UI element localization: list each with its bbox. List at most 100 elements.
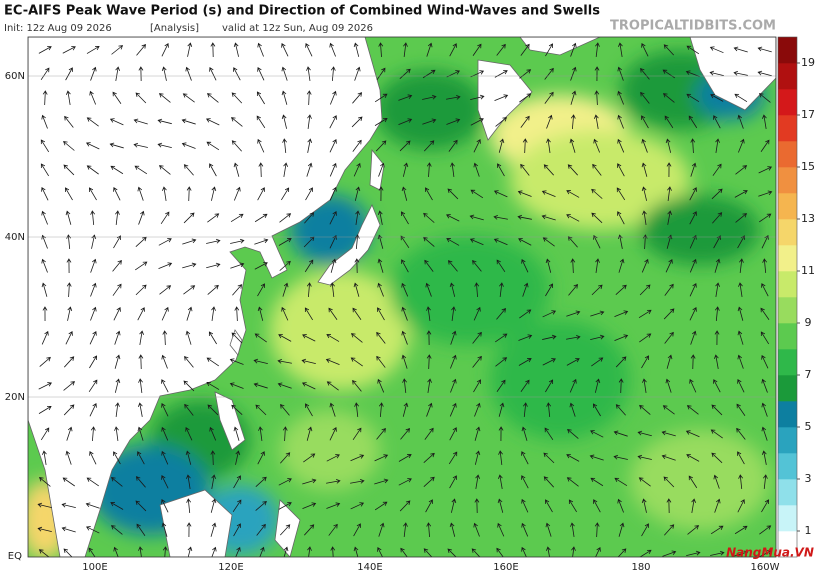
arrow (715, 282, 720, 297)
arrow (520, 379, 530, 392)
arrow (450, 498, 457, 513)
arrow (617, 114, 624, 129)
arrow (181, 118, 196, 125)
arrow (376, 67, 386, 81)
map-frame (27, 36, 777, 558)
arrow (661, 454, 676, 461)
arrow (517, 190, 532, 197)
arrow (255, 500, 267, 511)
arrow (86, 165, 99, 175)
arrow (113, 451, 121, 465)
arrow (762, 114, 767, 129)
arrow (377, 282, 384, 297)
arrow (207, 213, 220, 223)
colorbar-swatch (778, 427, 797, 454)
arrow (710, 550, 725, 556)
arrow (521, 475, 529, 489)
arrow (737, 235, 745, 249)
arrow (712, 163, 722, 176)
arrow (545, 283, 553, 297)
arrow (181, 142, 196, 149)
arrow (615, 404, 626, 416)
colorbar-swatch (778, 115, 797, 142)
arrow (160, 211, 170, 225)
arrow (306, 162, 313, 177)
arrow (85, 142, 100, 150)
arrow (733, 46, 748, 53)
arrow (61, 526, 76, 533)
arrow (690, 138, 696, 154)
colorbar-swatch (778, 193, 797, 220)
arrow (42, 90, 48, 106)
arrow (592, 403, 601, 417)
arrow (521, 498, 529, 513)
arrow (135, 92, 147, 104)
arrow (257, 138, 265, 153)
arrow (353, 42, 360, 57)
arrow (235, 450, 241, 465)
direction-arrows (37, 42, 773, 557)
arrow (206, 141, 220, 151)
arrow (520, 115, 530, 128)
arrow (161, 43, 169, 57)
arrow (661, 430, 676, 437)
arrow (570, 66, 577, 81)
arrow (233, 475, 241, 489)
arrow (254, 238, 269, 245)
arrow (65, 187, 73, 201)
graticule (28, 75, 776, 398)
colorbar-swatch (778, 479, 797, 506)
arrow (186, 498, 192, 514)
arrow (641, 498, 647, 513)
arrow (350, 454, 365, 462)
arrow (253, 358, 268, 364)
arrow (374, 454, 389, 462)
arrow (330, 258, 337, 273)
colorbar-swatch (778, 297, 797, 324)
arrow (353, 282, 360, 297)
arrow (230, 262, 245, 269)
arrow (282, 426, 288, 442)
arrow (161, 306, 169, 321)
colorbar-swatch (778, 271, 797, 298)
arrow (158, 93, 171, 103)
arrow (472, 43, 482, 56)
arrow (714, 306, 720, 322)
arrow (666, 498, 672, 514)
arrow (183, 164, 194, 176)
arrow (422, 94, 437, 100)
arrow (376, 355, 386, 368)
arrow (497, 474, 503, 489)
arrow (40, 67, 50, 81)
arrow (617, 498, 624, 513)
arrow (182, 262, 197, 269)
arrow (378, 162, 385, 177)
arrow (304, 259, 314, 273)
arrow (133, 142, 148, 148)
arrow (90, 282, 97, 297)
lat-label: 40N (5, 232, 25, 243)
arrow (570, 42, 577, 57)
arrow (403, 42, 408, 57)
arrow (637, 430, 652, 437)
arrow (400, 428, 411, 440)
arrow (568, 499, 577, 513)
arrow (135, 284, 147, 296)
arrow (307, 138, 313, 153)
arrow (641, 138, 648, 153)
arrow (423, 212, 435, 223)
arrow (185, 450, 192, 465)
arrow (447, 260, 458, 272)
arrow (640, 67, 650, 80)
arrow (617, 90, 624, 105)
arrow (761, 450, 767, 465)
arrow (233, 523, 241, 537)
arrow (641, 162, 648, 177)
arrow (157, 142, 172, 149)
arrow (523, 402, 528, 418)
arrow (65, 67, 73, 81)
arrow (137, 426, 144, 441)
arrow (618, 522, 625, 537)
arrow (591, 357, 604, 367)
